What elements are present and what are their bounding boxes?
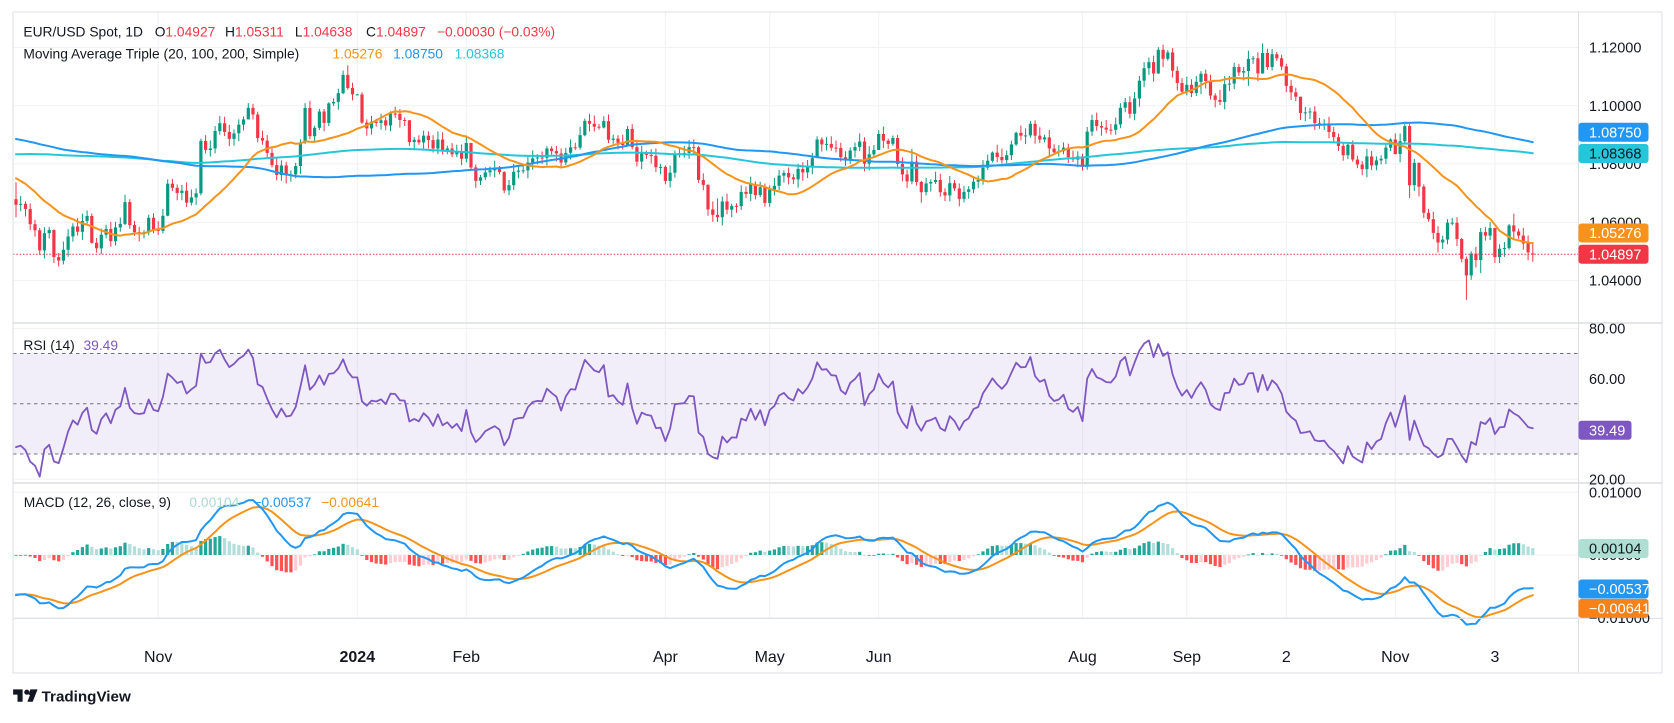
svg-text:0.00104: 0.00104 [1589, 542, 1641, 558]
svg-text:20.00: 20.00 [1589, 472, 1625, 488]
svg-text:39.49: 39.49 [1589, 423, 1625, 439]
svg-text:1.08750: 1.08750 [393, 47, 443, 62]
svg-text:−0.00641: −0.00641 [1589, 602, 1650, 618]
svg-text:−0.00537: −0.00537 [1589, 582, 1650, 598]
svg-text:−0.00641: −0.00641 [321, 495, 379, 510]
svg-text:Moving Average Triple (20, 100: Moving Average Triple (20, 100, 200, Sim… [23, 47, 299, 62]
svg-text:Apr: Apr [653, 649, 679, 666]
svg-text:1.04000: 1.04000 [1589, 274, 1641, 290]
svg-text:Nov: Nov [144, 649, 172, 666]
svg-text:RSI (14): RSI (14) [23, 338, 74, 353]
svg-text:L1.04638: L1.04638 [295, 25, 353, 40]
svg-text:2: 2 [1282, 649, 1291, 666]
svg-text:Aug: Aug [1068, 649, 1096, 666]
svg-text:1.08368: 1.08368 [455, 47, 505, 62]
svg-text:1.08368: 1.08368 [1589, 147, 1641, 163]
svg-text:1.10000: 1.10000 [1589, 99, 1641, 115]
svg-text:May: May [755, 649, 785, 666]
svg-text:2024: 2024 [340, 649, 376, 666]
svg-text:Feb: Feb [453, 649, 481, 666]
svg-text:1.12000: 1.12000 [1589, 41, 1641, 57]
svg-text:0.00104: 0.00104 [189, 495, 239, 510]
svg-text:C1.04897: C1.04897 [366, 25, 426, 40]
svg-text:1.05276: 1.05276 [1589, 226, 1641, 242]
svg-text:Nov: Nov [1381, 649, 1409, 666]
svg-text:80.00: 80.00 [1589, 322, 1625, 338]
svg-text:MACD (12, 26, close, 9): MACD (12, 26, close, 9) [24, 495, 171, 510]
svg-text:0.01000: 0.01000 [1589, 485, 1641, 501]
svg-text:H1.05311: H1.05311 [225, 25, 284, 40]
svg-text:Jun: Jun [866, 649, 892, 666]
svg-text:1.04897: 1.04897 [1589, 248, 1641, 264]
svg-text:−0.00537: −0.00537 [253, 495, 311, 510]
svg-text:O1.04927: O1.04927 [155, 25, 216, 40]
svg-text:−0.00030 (−0.03%): −0.00030 (−0.03%) [437, 25, 555, 40]
svg-text:3: 3 [1490, 649, 1499, 666]
svg-text:60.00: 60.00 [1589, 372, 1625, 388]
svg-text:1.05276: 1.05276 [333, 47, 383, 62]
svg-text:Sep: Sep [1173, 649, 1202, 666]
svg-text:39.49: 39.49 [84, 338, 119, 353]
svg-text:EUR/USD Spot, 1D: EUR/USD Spot, 1D [23, 25, 143, 40]
svg-text:TradingView: TradingView [42, 689, 131, 706]
svg-text:1.08750: 1.08750 [1589, 126, 1641, 142]
